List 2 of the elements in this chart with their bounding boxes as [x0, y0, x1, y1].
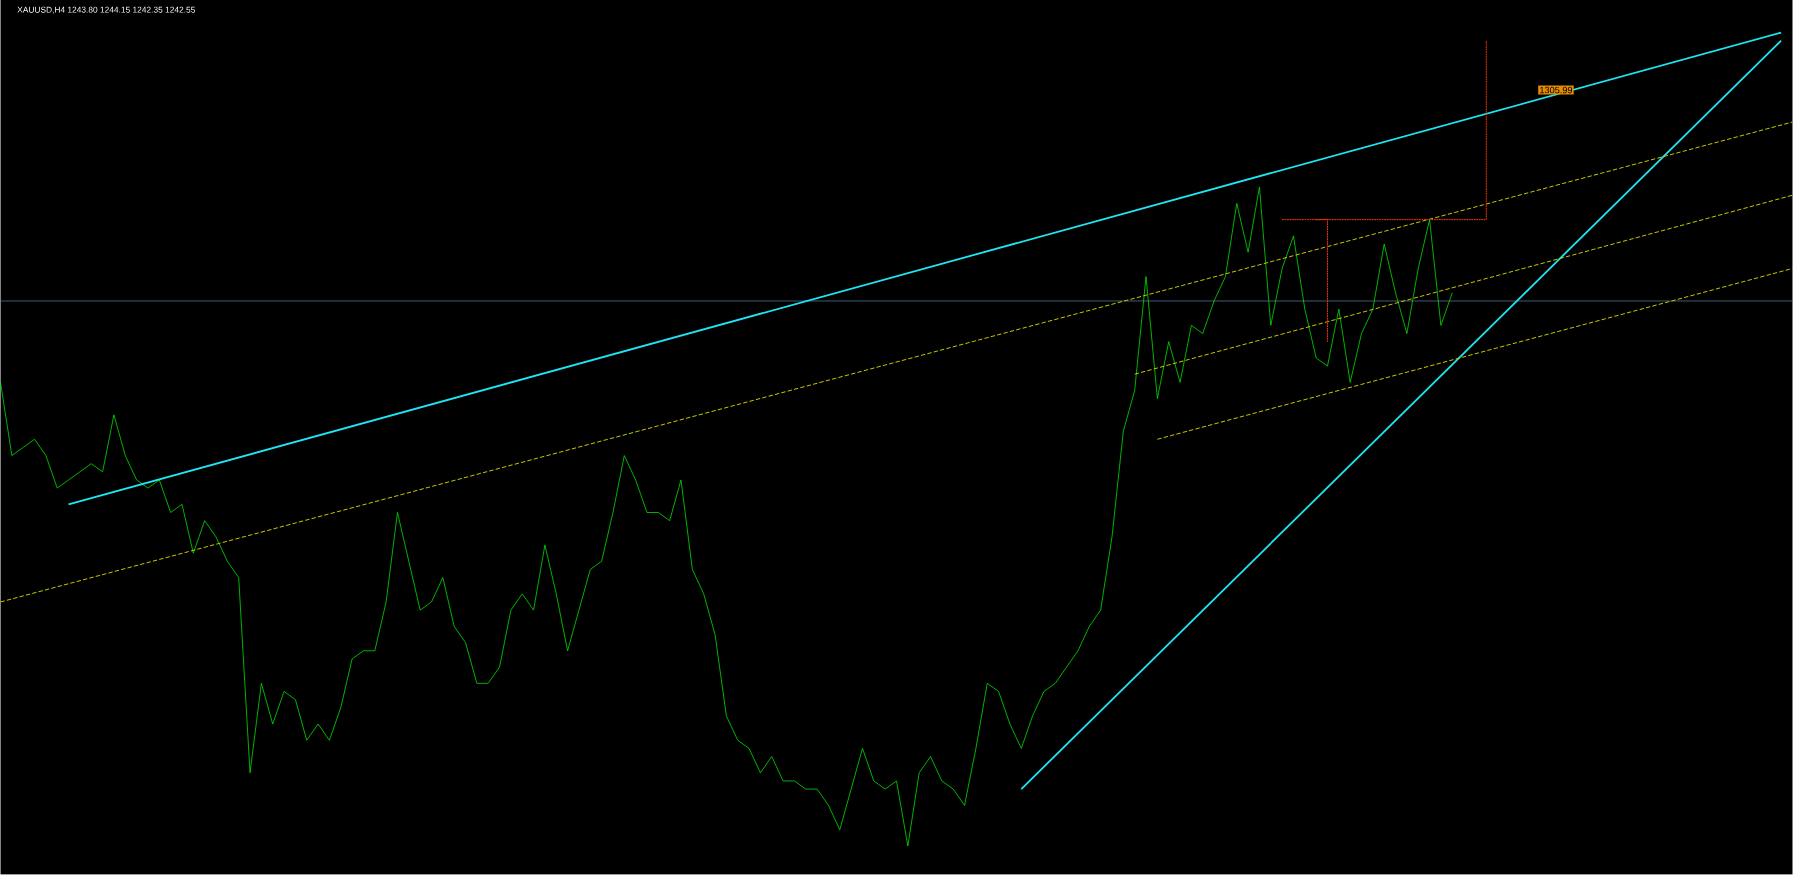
annotation: 1305.99	[1540, 86, 1573, 94]
chart-title: XAUUSD,H4 1243.80 1244.15 1242.35 1242.55	[17, 6, 195, 14]
